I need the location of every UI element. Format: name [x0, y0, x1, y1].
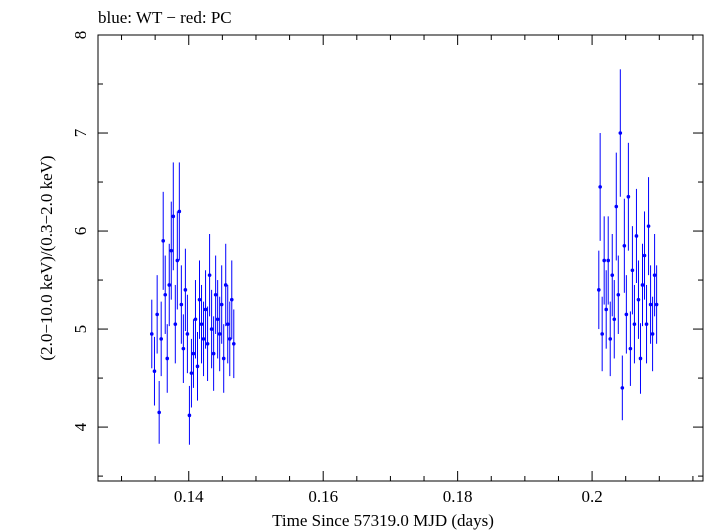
data-point — [185, 332, 190, 336]
data-point — [149, 332, 154, 336]
data-point — [628, 346, 633, 351]
data-point — [616, 292, 621, 297]
data-point — [650, 332, 655, 336]
data-point — [165, 356, 170, 361]
data-point — [624, 312, 629, 317]
data-point — [205, 341, 210, 346]
data-point — [612, 317, 617, 322]
data-point — [199, 322, 204, 326]
data-point — [167, 283, 172, 287]
data-point — [193, 317, 198, 322]
data-point — [614, 204, 619, 209]
data-point — [604, 307, 608, 312]
data-point — [159, 337, 163, 341]
y-axis-ticks: 4 5 6 7 8 — [71, 31, 703, 477]
y-tick-label: 4 — [71, 422, 90, 431]
data-point — [640, 283, 645, 287]
data-point — [648, 302, 653, 307]
data-point — [157, 410, 161, 415]
data-point — [634, 234, 639, 238]
data-point — [179, 302, 184, 307]
data-point — [169, 248, 174, 253]
data-point — [642, 253, 647, 258]
data-point — [211, 351, 216, 356]
data-point — [207, 273, 212, 277]
data-point — [646, 224, 651, 228]
data-point — [632, 322, 637, 326]
data-point — [638, 356, 643, 361]
data-point — [626, 194, 631, 199]
data-point — [598, 185, 602, 189]
data-point — [173, 322, 178, 326]
data-point — [644, 322, 649, 326]
data-point — [602, 258, 606, 263]
x-axis-label: Time Since 57319.0 MJD (days) — [272, 511, 494, 530]
x-tick-label: 0.16 — [308, 487, 338, 506]
y-axis-label: (2.0−10.0 keV)/(0.3−2.0 keV) — [37, 155, 56, 360]
data-point — [213, 292, 218, 297]
data-point — [652, 273, 657, 277]
y-tick-label: 7 — [71, 128, 90, 137]
data-point — [225, 322, 230, 326]
data-point — [606, 258, 611, 263]
data-point — [175, 258, 180, 263]
data-point — [201, 337, 206, 341]
data-point — [229, 297, 234, 302]
x-tick-label: 0.18 — [443, 487, 473, 506]
y-tick-label: 8 — [71, 31, 90, 40]
data-point — [177, 209, 182, 214]
data-point — [195, 364, 200, 369]
data-point — [203, 307, 208, 312]
data-point — [217, 332, 222, 336]
data-point — [215, 317, 220, 322]
data-point — [155, 312, 159, 317]
data-point — [221, 356, 226, 361]
data-point — [197, 297, 202, 302]
data-point — [608, 337, 613, 341]
x-tick-label: 0.2 — [581, 487, 602, 506]
data-point — [209, 327, 214, 331]
data-point — [223, 283, 228, 287]
y-tick-label: 6 — [71, 227, 90, 236]
data-point — [189, 371, 194, 375]
y-tick-label: 5 — [71, 325, 90, 334]
data-point — [187, 413, 192, 418]
data-point — [600, 332, 604, 336]
data-point — [163, 292, 168, 297]
data-point — [161, 239, 166, 243]
data-point — [610, 273, 615, 277]
data-point — [622, 243, 627, 248]
data-point — [227, 337, 232, 341]
x-axis-ticks: 0.14 0.16 0.18 0.2 — [121, 35, 694, 506]
plot-frame — [97, 34, 704, 482]
chart-title: blue: WT − red: PC — [98, 8, 232, 27]
x-tick-label: 0.14 — [174, 487, 204, 506]
data-points — [149, 69, 659, 445]
data-point — [219, 302, 224, 307]
data-point — [630, 268, 635, 273]
data-point — [171, 214, 176, 219]
data-point — [231, 341, 236, 346]
data-point — [181, 346, 186, 351]
data-point — [620, 386, 625, 390]
data-point — [152, 369, 157, 374]
data-point — [183, 288, 188, 292]
data-point — [597, 288, 601, 292]
data-point — [636, 297, 641, 302]
data-point — [191, 351, 196, 356]
data-point — [618, 131, 623, 135]
data-point — [654, 302, 659, 307]
